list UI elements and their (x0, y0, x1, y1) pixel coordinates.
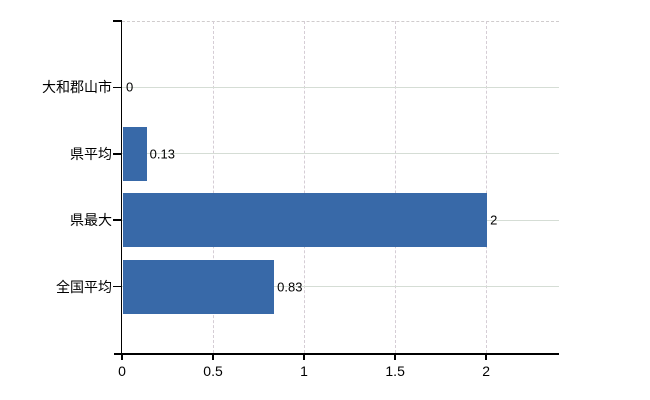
category-label: 全国平均 (56, 278, 112, 295)
x-tick-label: 1 (300, 363, 308, 379)
y-axis-line (120, 21, 122, 354)
x-axis-tick (485, 353, 487, 360)
bar (123, 126, 147, 181)
category-label: 大和郡山市 (42, 79, 112, 96)
gridline-vertical (213, 21, 215, 353)
x-axis-line (114, 353, 559, 355)
x-axis-tick (394, 353, 396, 360)
y-axis-end-tick (113, 20, 122, 22)
bar-value-label: 2 (490, 212, 498, 228)
gridline-horizontal (122, 86, 559, 88)
bar-value-label: 0 (126, 79, 134, 95)
y-axis-tick (113, 153, 122, 155)
gridline-vertical (486, 21, 488, 353)
gridline-vertical (395, 21, 397, 353)
y-axis-tick (113, 285, 122, 288)
x-tick-label: 1.5 (385, 363, 405, 379)
bar-value-label: 0.13 (149, 146, 175, 162)
x-axis-tick (212, 353, 214, 360)
gridline-horizontal (122, 153, 559, 155)
plot-area: 0 0.13 2 0.83 (122, 21, 559, 353)
x-tick-label: 0 (118, 363, 126, 379)
bar-value-label: 0.83 (277, 279, 303, 295)
y-axis-tick (113, 86, 122, 89)
gridline-vertical (304, 21, 306, 353)
plot-top-border (122, 21, 559, 22)
category-label: 県平均 (70, 145, 112, 162)
x-axis-tick (121, 353, 123, 360)
y-axis-tick (113, 219, 122, 221)
bar (123, 259, 275, 314)
bar (123, 193, 488, 248)
x-tick-label: 0.5 (203, 363, 223, 379)
x-tick-label: 2 (482, 363, 491, 379)
category-label: 県最大 (70, 212, 112, 229)
gridline-horizontal (122, 286, 559, 288)
x-axis-tick (303, 353, 305, 360)
